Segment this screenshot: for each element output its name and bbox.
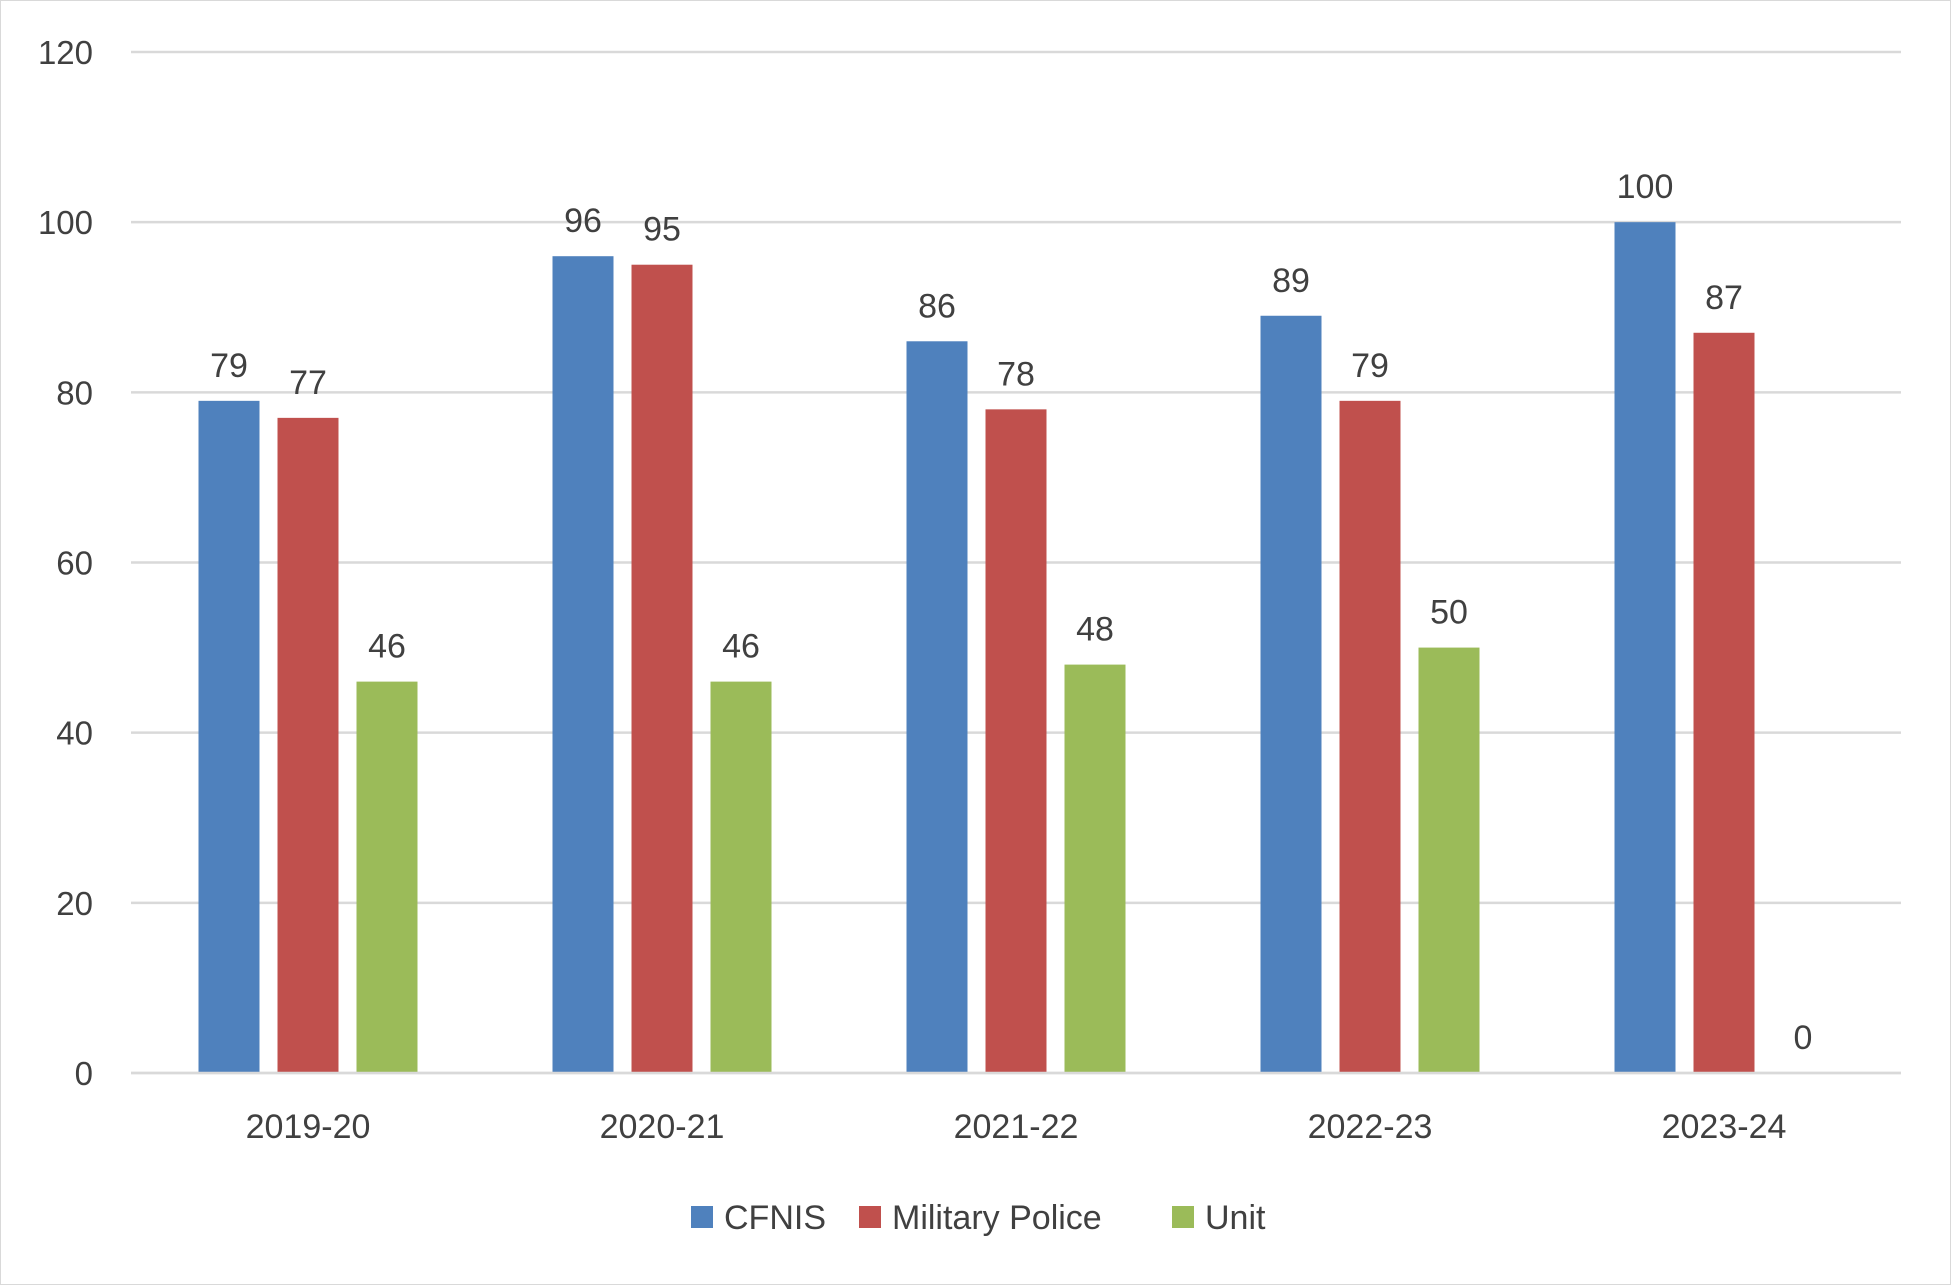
- y-axis-ticks: 0 20 40 60 80 100 120: [38, 34, 93, 1092]
- legend-swatch-unit: [1172, 1206, 1194, 1228]
- bar-military-police-2020-21: [631, 264, 693, 1073]
- data-label: 89: [1272, 262, 1310, 300]
- data-label: 79: [210, 347, 248, 385]
- bar-military-police-2021-22: [985, 409, 1047, 1074]
- bar-unit-2019-20: [356, 681, 418, 1073]
- y-tick-label: 60: [56, 545, 93, 582]
- bar-unit-2022-23: [1418, 647, 1480, 1073]
- y-tick-label: 120: [38, 34, 93, 71]
- data-label: 46: [722, 628, 760, 666]
- y-tick-label: 0: [75, 1055, 93, 1092]
- data-label: 0: [1794, 1019, 1813, 1057]
- data-label: 95: [643, 211, 681, 249]
- x-category-label: 2019-20: [246, 1108, 371, 1146]
- data-label: 48: [1076, 611, 1114, 649]
- legend-swatch-military-police: [859, 1206, 881, 1228]
- x-axis-categories: 2019-20 2020-21 2021-22 2022-23 2023-24: [246, 1108, 1787, 1146]
- x-category-label: 2022-23: [1308, 1108, 1433, 1146]
- y-tick-label: 40: [56, 715, 93, 752]
- data-labels: 79 77 46 96 95 46 86 78 48 89 79 50 100 87 0: [210, 168, 1812, 1057]
- data-label: 46: [368, 628, 406, 666]
- bar-military-police-2023-24: [1693, 332, 1755, 1073]
- legend-swatch-cfnis: [691, 1206, 713, 1228]
- bar-cfnis-2023-24: [1614, 222, 1676, 1073]
- x-category-label: 2020-21: [600, 1108, 725, 1146]
- legend: CFNIS Military Police Unit: [691, 1199, 1266, 1237]
- data-label: 78: [997, 355, 1035, 393]
- data-label: 100: [1617, 168, 1674, 206]
- bar-military-police-2019-20: [277, 417, 339, 1073]
- legend-label: Military Police: [892, 1199, 1102, 1237]
- x-category-label: 2021-22: [954, 1108, 1079, 1146]
- bar-unit-2021-22: [1064, 664, 1126, 1073]
- bar-cfnis-2019-20: [198, 400, 260, 1073]
- y-tick-label: 100: [38, 204, 93, 241]
- bar-unit-2020-21: [710, 681, 772, 1073]
- legend-label: Unit: [1205, 1199, 1266, 1237]
- data-label: 50: [1430, 594, 1468, 632]
- bar-cfnis-2020-21: [552, 256, 614, 1073]
- bar-military-police-2022-23: [1339, 400, 1401, 1073]
- bar-cfnis-2021-22: [906, 341, 968, 1073]
- data-label: 96: [564, 202, 602, 240]
- data-label: 86: [918, 287, 956, 325]
- x-category-label: 2023-24: [1662, 1108, 1787, 1146]
- y-tick-label: 20: [56, 885, 93, 922]
- legend-label: CFNIS: [724, 1199, 826, 1237]
- data-label: 87: [1705, 279, 1743, 317]
- data-label: 77: [289, 364, 327, 402]
- bar-cfnis-2022-23: [1260, 315, 1322, 1074]
- bars: [131, 222, 1901, 1075]
- data-label: 79: [1351, 347, 1389, 385]
- y-tick-label: 80: [56, 374, 93, 411]
